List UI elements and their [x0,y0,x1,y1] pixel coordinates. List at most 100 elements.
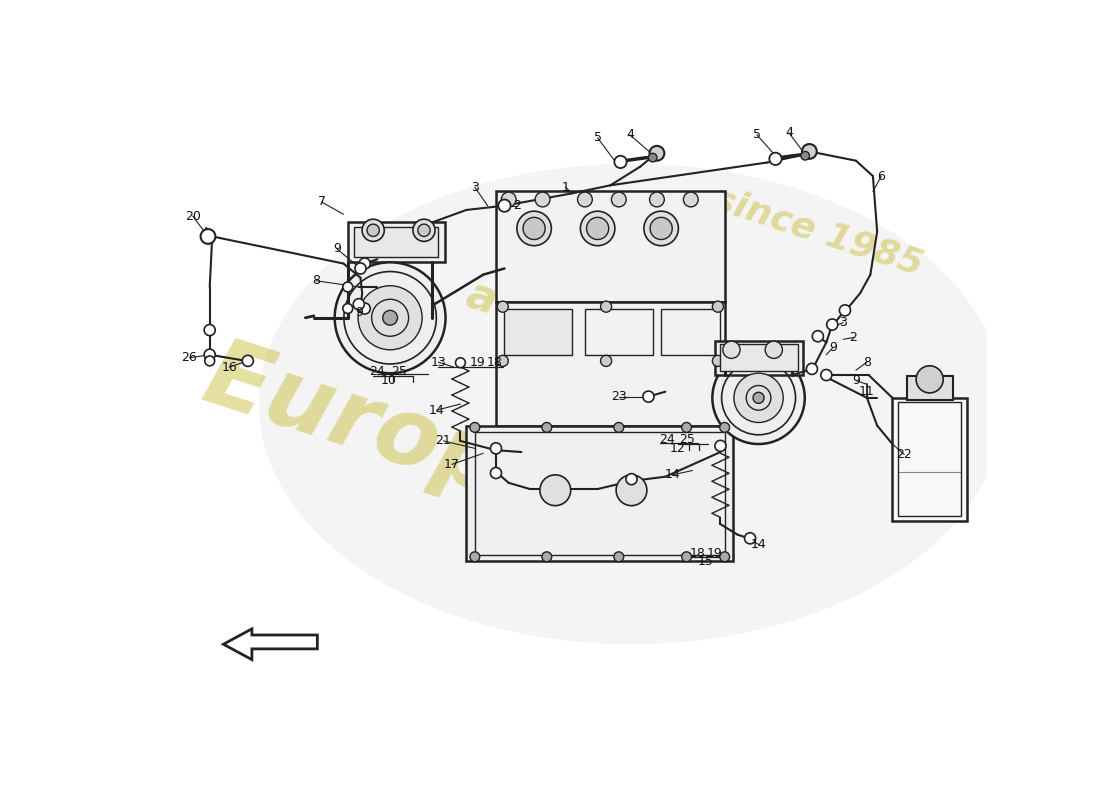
Text: 15: 15 [698,555,714,568]
Text: 2: 2 [849,331,857,344]
Circle shape [418,224,430,237]
Circle shape [542,552,552,562]
Circle shape [649,192,664,207]
Text: 22: 22 [896,448,912,461]
Text: 5: 5 [594,131,602,144]
Text: 17: 17 [444,458,460,471]
Text: 9: 9 [852,374,860,387]
Text: 4: 4 [626,128,634,142]
Text: 6: 6 [878,170,886,182]
Text: 10: 10 [381,374,396,387]
Text: 24: 24 [659,434,675,446]
Text: 23: 23 [610,390,627,403]
Circle shape [360,303,371,314]
Circle shape [734,373,783,422]
Circle shape [802,144,817,159]
Text: 19: 19 [470,356,485,369]
Circle shape [806,363,817,374]
Circle shape [682,552,692,562]
Circle shape [455,358,465,368]
Circle shape [586,218,608,239]
Text: 16: 16 [221,361,238,374]
Text: 5: 5 [752,128,761,142]
Text: 2: 2 [514,199,521,212]
Circle shape [723,341,740,358]
Bar [466,426,734,561]
Text: since 1985: since 1985 [708,182,927,282]
Text: a passion: a passion [461,273,701,387]
Ellipse shape [258,164,1004,644]
Circle shape [343,282,353,292]
Circle shape [205,356,214,366]
Circle shape [383,310,397,325]
Circle shape [616,475,647,506]
Bar [505,309,572,354]
Text: 4: 4 [785,126,793,139]
Text: 25: 25 [390,366,407,378]
Circle shape [683,192,698,207]
Circle shape [502,192,516,207]
Circle shape [649,146,664,161]
Text: 18: 18 [486,356,503,369]
Circle shape [470,552,480,562]
Circle shape [754,392,764,403]
Text: 12: 12 [670,442,685,455]
Circle shape [713,352,805,444]
Circle shape [334,262,446,373]
Circle shape [719,422,729,432]
Circle shape [614,156,627,168]
Circle shape [343,303,353,314]
Circle shape [745,533,756,544]
Text: 11: 11 [859,385,874,398]
Circle shape [812,330,824,342]
Text: 14: 14 [664,468,680,482]
Circle shape [491,467,502,478]
Circle shape [916,366,943,393]
Circle shape [644,211,679,246]
Circle shape [542,422,552,432]
Circle shape [626,474,637,485]
Circle shape [470,422,480,432]
Circle shape [367,224,380,237]
Circle shape [719,552,729,562]
Circle shape [642,391,654,402]
Circle shape [497,355,508,366]
Circle shape [614,422,624,432]
Text: 18: 18 [690,546,705,559]
Circle shape [355,263,366,274]
Circle shape [200,229,216,244]
Circle shape [648,154,657,162]
Text: 14: 14 [429,404,444,417]
Text: 14: 14 [750,538,767,551]
Text: 7: 7 [318,195,326,209]
Text: 1: 1 [561,181,570,194]
Bar [899,402,961,516]
Text: Europes: Europes [192,330,630,551]
Text: 9: 9 [333,242,341,255]
Bar [719,344,797,371]
Bar [496,302,725,426]
Circle shape [821,370,832,381]
Circle shape [412,219,436,242]
Circle shape [353,298,364,310]
Circle shape [827,319,838,330]
Circle shape [362,219,384,242]
Text: 3: 3 [839,316,847,329]
Circle shape [540,475,571,506]
Circle shape [581,211,615,246]
Circle shape [801,151,810,160]
Text: 25: 25 [679,434,694,446]
Circle shape [769,153,782,165]
Bar [661,309,721,354]
Text: 8: 8 [312,274,320,287]
Circle shape [517,211,551,246]
Circle shape [498,199,510,212]
Circle shape [242,355,253,366]
Text: 24: 24 [370,366,385,378]
Circle shape [839,305,850,316]
Circle shape [536,192,550,207]
Circle shape [578,192,592,207]
Circle shape [715,440,726,451]
Bar [475,432,725,555]
Bar [715,341,803,375]
